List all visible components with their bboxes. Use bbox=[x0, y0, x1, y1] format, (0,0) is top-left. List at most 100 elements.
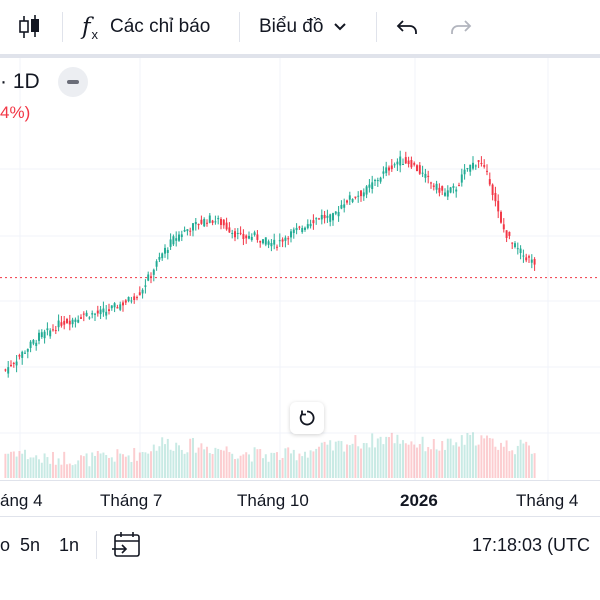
candle-body bbox=[133, 296, 136, 301]
time-tick-year: 2026 bbox=[400, 491, 438, 510]
volume-bar bbox=[200, 443, 203, 478]
indicators-label: Các chỉ báo bbox=[110, 16, 211, 37]
candle-body bbox=[256, 234, 259, 240]
candle-body bbox=[281, 239, 284, 242]
candle-body bbox=[264, 237, 267, 245]
candles-chart-type-icon[interactable] bbox=[16, 0, 42, 54]
candle-body bbox=[208, 215, 211, 223]
volume-bar bbox=[374, 447, 376, 478]
candle-body bbox=[472, 162, 474, 169]
candle-body bbox=[455, 189, 458, 192]
range-button[interactable]: o bbox=[0, 535, 11, 555]
volume-bar bbox=[410, 441, 413, 478]
candle-body bbox=[38, 332, 40, 341]
candle-body bbox=[108, 309, 110, 311]
volume-bar bbox=[365, 443, 368, 478]
candle-body bbox=[432, 185, 435, 187]
candle-body bbox=[502, 224, 505, 230]
candle-body bbox=[446, 190, 449, 197]
volume-bar bbox=[57, 458, 60, 478]
candle-body bbox=[220, 218, 222, 225]
candle-body bbox=[477, 160, 480, 162]
candle-body bbox=[152, 269, 155, 275]
candle-body bbox=[57, 320, 60, 328]
candle-body bbox=[172, 236, 175, 245]
candle-body bbox=[365, 186, 368, 195]
clock-timezone[interactable]: 17:18:03 (UTC bbox=[472, 535, 591, 555]
candle-body bbox=[273, 239, 276, 245]
candle-body bbox=[396, 161, 399, 165]
chart-type-label: Biểu đồ bbox=[259, 16, 324, 37]
volume-bar bbox=[10, 451, 12, 478]
candle-body bbox=[234, 231, 236, 238]
volume-bar bbox=[175, 442, 178, 478]
volume-bar bbox=[469, 434, 472, 478]
volume-bar bbox=[500, 442, 502, 478]
volume-bar bbox=[189, 438, 192, 478]
volume-bar bbox=[267, 461, 270, 478]
redo-button[interactable] bbox=[450, 0, 472, 54]
volume-bar bbox=[320, 442, 323, 478]
date-range-button[interactable] bbox=[112, 531, 142, 564]
candle-body bbox=[309, 223, 312, 227]
volume-bar bbox=[306, 457, 309, 478]
collapse-legend-button[interactable] bbox=[58, 67, 88, 97]
candle-body bbox=[68, 320, 71, 325]
candle-body bbox=[295, 227, 298, 231]
candle-body bbox=[242, 234, 245, 239]
volume-bar bbox=[133, 447, 136, 478]
candle-body bbox=[122, 302, 124, 306]
time-axis[interactable]: áng 4 Tháng 7 Tháng 10 2026 Tháng 4 bbox=[0, 480, 600, 517]
undo-button[interactable] bbox=[396, 0, 418, 54]
volume-bar bbox=[502, 446, 505, 478]
candle-body bbox=[211, 220, 214, 223]
reset-chart-button[interactable] bbox=[290, 402, 324, 434]
candle-body bbox=[491, 184, 494, 196]
volume-bar bbox=[82, 456, 85, 478]
volume-bar bbox=[52, 451, 54, 478]
volume-bar bbox=[178, 445, 180, 478]
candle-body bbox=[186, 229, 189, 232]
range-1y-button[interactable]: 1n bbox=[59, 535, 80, 555]
volume-bar bbox=[245, 452, 248, 478]
candle-body bbox=[441, 186, 444, 191]
candle-body bbox=[52, 329, 54, 331]
range-5y-button[interactable]: 5n bbox=[20, 535, 41, 555]
chevron-down-icon bbox=[334, 23, 347, 31]
candle-body bbox=[164, 247, 166, 254]
chart-type-button[interactable]: Biểu đồ bbox=[259, 0, 347, 54]
candle-body bbox=[525, 257, 528, 261]
volume-bar bbox=[203, 449, 206, 478]
volume-bar bbox=[180, 449, 183, 478]
candle-body bbox=[418, 165, 421, 174]
candle-body bbox=[253, 232, 256, 235]
volume-bar bbox=[49, 463, 52, 478]
volume-bar bbox=[192, 437, 194, 478]
time-tick: Tháng 4 bbox=[516, 491, 579, 510]
volume-bar bbox=[326, 444, 329, 478]
volume-bar bbox=[166, 438, 169, 478]
volume-bar bbox=[494, 446, 497, 478]
candle-body bbox=[166, 249, 169, 253]
candle-body bbox=[306, 224, 309, 229]
volume-bar bbox=[354, 435, 357, 478]
candle-body bbox=[248, 235, 250, 239]
candle-body bbox=[222, 219, 225, 226]
candle-body bbox=[360, 190, 362, 197]
candle-body bbox=[245, 235, 248, 239]
candle-body bbox=[284, 237, 287, 241]
candle-body bbox=[144, 285, 147, 287]
candle-body bbox=[110, 305, 113, 309]
candle-body bbox=[452, 186, 455, 188]
volume-bar bbox=[435, 449, 438, 478]
volume-bar bbox=[108, 457, 110, 478]
candle-body bbox=[91, 313, 94, 315]
candle-body bbox=[26, 348, 29, 352]
volume-bar bbox=[164, 444, 166, 478]
chart-pane[interactable] bbox=[0, 58, 600, 480]
candle-body bbox=[161, 253, 164, 259]
price-chart[interactable] bbox=[0, 58, 600, 480]
volume-bar bbox=[158, 446, 161, 478]
candle-body bbox=[88, 317, 91, 319]
